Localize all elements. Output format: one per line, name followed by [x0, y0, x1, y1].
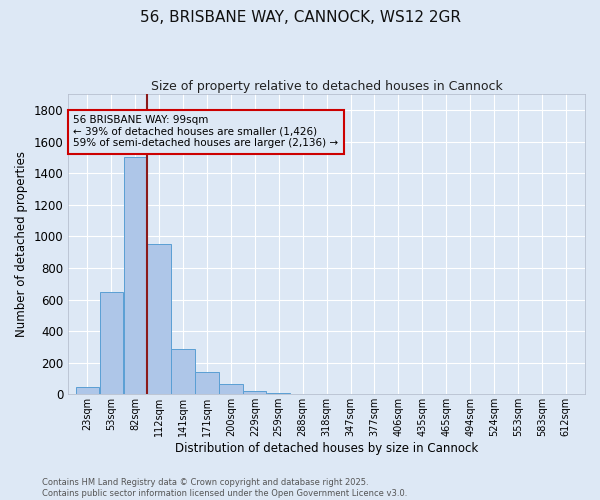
Bar: [76, 387, 99, 394]
Bar: [124, 158, 147, 394]
Bar: [196, 372, 218, 394]
Text: 56, BRISBANE WAY, CANNOCK, WS12 2GR: 56, BRISBANE WAY, CANNOCK, WS12 2GR: [139, 10, 461, 25]
Bar: [243, 391, 266, 394]
Bar: [267, 393, 290, 394]
Bar: [100, 292, 123, 395]
Title: Size of property relative to detached houses in Cannock: Size of property relative to detached ho…: [151, 80, 502, 93]
Bar: [172, 350, 194, 395]
X-axis label: Distribution of detached houses by size in Cannock: Distribution of detached houses by size …: [175, 442, 478, 455]
Text: 56 BRISBANE WAY: 99sqm
← 39% of detached houses are smaller (1,426)
59% of semi-: 56 BRISBANE WAY: 99sqm ← 39% of detached…: [73, 115, 338, 148]
Bar: [219, 384, 242, 394]
Bar: [148, 244, 171, 394]
Text: Contains HM Land Registry data © Crown copyright and database right 2025.
Contai: Contains HM Land Registry data © Crown c…: [42, 478, 407, 498]
Y-axis label: Number of detached properties: Number of detached properties: [15, 151, 28, 337]
